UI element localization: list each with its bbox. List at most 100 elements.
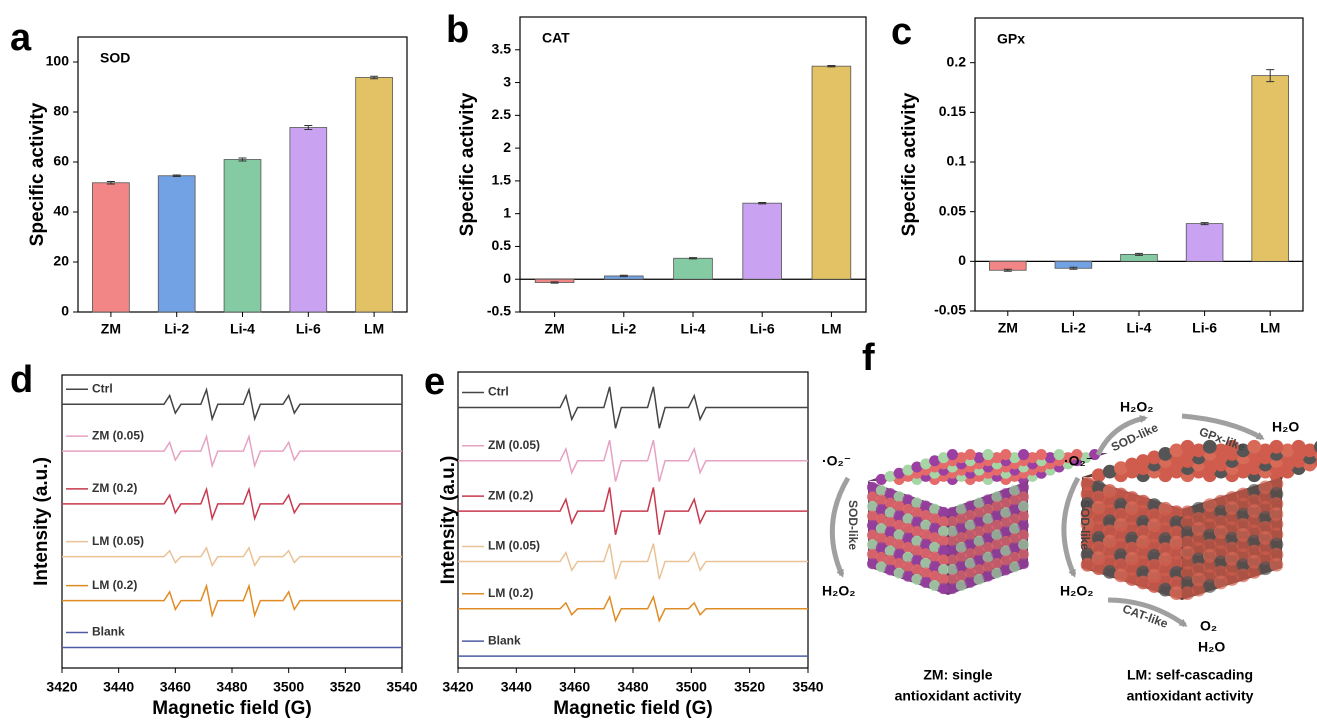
atom [1191, 562, 1206, 577]
atom [1214, 535, 1228, 549]
atom [1247, 484, 1262, 498]
atom [875, 542, 887, 554]
atom [1247, 564, 1262, 579]
series-name: LM (0.2) [92, 578, 137, 592]
x-tick-label: Li-2 [164, 321, 189, 337]
annotation: SOD [100, 50, 130, 66]
error-bar [304, 125, 313, 130]
y-tick-label: 80 [53, 103, 69, 119]
atom [938, 544, 950, 556]
atom [1225, 521, 1239, 536]
atom [1225, 501, 1239, 516]
y-tick-label: 2.5 [492, 106, 512, 122]
atom [1158, 511, 1173, 526]
atom [911, 461, 923, 473]
series-name: LM (0.05) [92, 534, 144, 548]
bar [223, 159, 262, 313]
atom [946, 449, 958, 461]
x-tick-label: 3420 [442, 679, 473, 695]
spectrum [62, 583, 402, 618]
atom [991, 558, 1003, 570]
bar [289, 127, 328, 313]
atom [884, 526, 896, 538]
x-tick-label: 3460 [559, 679, 590, 695]
atom [1114, 568, 1128, 583]
atom [902, 494, 914, 506]
atom [929, 560, 941, 572]
x-tick-label: 3440 [501, 679, 532, 695]
atom [1018, 529, 1030, 541]
y-tick-label: 0 [61, 303, 69, 319]
atom [1114, 528, 1128, 542]
atom [1147, 558, 1162, 573]
atom [875, 484, 887, 496]
atom [1009, 504, 1021, 516]
y-axis-label: Specific activity [457, 92, 478, 236]
atom [955, 513, 967, 525]
atom [1091, 561, 1106, 576]
atom [1009, 561, 1021, 573]
atom [1236, 538, 1250, 552]
atom [884, 554, 896, 566]
atom [1180, 535, 1195, 550]
atom [1091, 468, 1106, 483]
atom [1247, 544, 1262, 559]
error-bar [238, 157, 247, 162]
y-tick-label: 60 [53, 153, 69, 169]
arrow [829, 476, 851, 578]
atom [1102, 484, 1117, 498]
atom [866, 510, 878, 522]
atom [893, 538, 905, 550]
y-tick-label: 2 [503, 139, 511, 155]
atom [1136, 565, 1150, 580]
atom [1258, 551, 1273, 566]
atom [1180, 576, 1195, 590]
atom [1225, 531, 1239, 546]
atom [964, 510, 976, 522]
atom [911, 554, 923, 566]
atom [893, 500, 905, 512]
atom [1125, 501, 1139, 516]
atom [964, 519, 976, 531]
atom [1236, 443, 1250, 458]
atom [1000, 507, 1012, 519]
atom [1258, 510, 1273, 525]
atom [1169, 566, 1184, 580]
atom [955, 452, 967, 464]
x-tick-label: ZM [544, 321, 564, 337]
series-name: ZM (0.05) [488, 438, 540, 452]
atom [946, 564, 958, 576]
atom [920, 458, 932, 470]
atom [884, 535, 896, 547]
bar [157, 175, 196, 313]
atom [1000, 488, 1012, 500]
atom [1236, 497, 1250, 512]
atom [1018, 491, 1030, 503]
atom [1169, 515, 1184, 530]
atom [1247, 494, 1262, 508]
atom [991, 491, 1003, 503]
atom [1018, 449, 1030, 461]
atom [964, 449, 976, 461]
atom [1009, 484, 1021, 496]
atom [1009, 452, 1021, 464]
arrow [1181, 413, 1265, 441]
y-axis-label: Specific activity [27, 102, 48, 246]
atom [964, 576, 976, 588]
atom [1102, 504, 1117, 519]
atom [1236, 548, 1250, 563]
atom [1169, 586, 1184, 601]
atom [875, 561, 887, 573]
atom [1102, 494, 1117, 508]
atom [893, 491, 905, 503]
atom [1136, 525, 1150, 539]
series-name: ZM (0.05) [92, 428, 144, 442]
atom [1225, 491, 1239, 505]
atom [929, 541, 941, 553]
atom [982, 532, 994, 544]
y-tick-label: 3.5 [492, 40, 512, 56]
atom [884, 507, 896, 519]
atom [1114, 487, 1128, 502]
panel-label: b [446, 9, 469, 51]
atom [1202, 558, 1217, 573]
